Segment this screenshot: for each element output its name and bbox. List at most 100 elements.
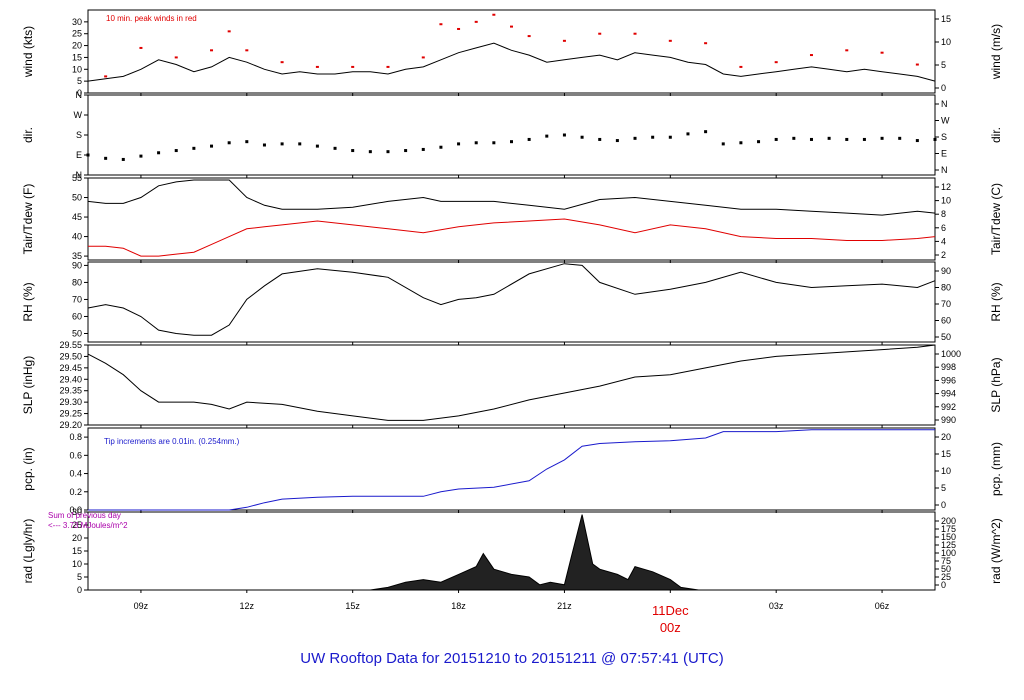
wind-peak-point: [510, 25, 513, 28]
rh-ytick-right-label: 50: [941, 332, 951, 342]
dir-point: [368, 150, 372, 154]
dir-point: [439, 145, 443, 149]
wind-peak-point: [527, 35, 531, 38]
wind-ytick-left-label: 0: [77, 88, 82, 98]
dir-point: [598, 137, 602, 141]
dir-point: [862, 137, 866, 141]
dir-point: [668, 135, 672, 139]
temp-ytick-right-label: 4: [941, 236, 946, 246]
rad-ytick-left-label: 0: [77, 585, 82, 595]
date-tick-label: 00z: [660, 620, 681, 635]
rad-ytick-right-label: 200: [941, 516, 956, 526]
wind-ytick-right-label: 15: [941, 14, 951, 24]
dir-ytick-left-label: W: [74, 110, 83, 120]
wind-peak-point: [474, 20, 478, 23]
wind-peak-point: [104, 75, 108, 78]
dir-point: [633, 136, 637, 140]
pcp-annotation: Tip increments are 0.01in. (0.254mm.): [104, 437, 240, 446]
temp-ytick-left-label: 50: [72, 193, 82, 203]
dir-point: [580, 135, 584, 139]
dir-point: [86, 153, 90, 157]
dir-ytick-right-label: N: [941, 165, 948, 175]
dir-point: [139, 154, 143, 158]
rad-ytick-right-label: 125: [941, 540, 956, 550]
pcp-ytick-left-label: 0.0: [69, 505, 82, 515]
wind-annotation: 10 min. peak winds in red: [106, 14, 197, 23]
xtick-label: 09z: [134, 601, 149, 611]
dir-point: [898, 136, 902, 140]
wind-ytick-right-label: 5: [941, 60, 946, 70]
temp-ytick-right-label: 2: [941, 250, 946, 260]
dir-point: [192, 146, 196, 150]
dir-point: [880, 136, 884, 140]
dir-point: [262, 143, 266, 147]
temp-ytick-left-label: 55: [72, 173, 82, 183]
dir-point: [386, 150, 390, 154]
rad-ytick-left-label: 25: [72, 520, 82, 530]
dir-point: [510, 140, 513, 144]
dir-point: [809, 137, 813, 141]
pcp-ytick-right-label: 0: [941, 500, 946, 510]
wind-line: [87, 42, 936, 82]
temp-ytick-left-label: 40: [72, 232, 82, 242]
dir-ytick-left-label: S: [76, 130, 82, 140]
wind-ytick-left-label: 15: [72, 52, 82, 62]
rh-line: [87, 263, 936, 336]
dir-point: [721, 142, 725, 146]
date-label: 11Dec: [652, 603, 689, 618]
dir-point: [545, 134, 549, 138]
wind-ylabel-right: wind (m/s): [989, 24, 1003, 80]
dir-point: [915, 139, 919, 143]
pcp-ytick-left-label: 0.4: [69, 469, 82, 479]
slp-ytick-right-label: 996: [941, 375, 956, 385]
slp-frame: [87, 344, 936, 426]
dir-point: [174, 149, 178, 153]
rad-annotation-line: Sum of previous day: [48, 511, 121, 520]
dir-point: [774, 137, 778, 141]
temp-ytick-left-label: 45: [72, 212, 82, 222]
rh-ylabel-right: RH (%): [989, 282, 1003, 321]
wind-frame: [87, 9, 936, 94]
slp-ytick-left-label: 29.55: [59, 340, 82, 350]
slp-ylabel-right: SLP (hPa): [989, 357, 1003, 412]
dir-point: [351, 149, 355, 153]
dir-ytick-right-label: W: [941, 116, 950, 126]
pcp-frame: [87, 427, 936, 511]
rh-ytick-right-label: 70: [941, 299, 951, 309]
dir-point: [492, 141, 496, 145]
dir-point: [280, 142, 284, 146]
wind-peak-point: [351, 65, 355, 68]
wind-ytick-left-label: 5: [77, 76, 82, 86]
rad-ytick-right-label: 0: [941, 580, 946, 590]
dir-point: [615, 139, 619, 143]
dir-point: [527, 137, 531, 141]
slp-ytick-left-label: 29.45: [59, 363, 82, 373]
rad-ytick-right-label: 175: [941, 524, 956, 534]
dir-point: [104, 156, 108, 160]
slp-ytick-right-label: 998: [941, 362, 956, 372]
rad-ytick-right-label: 50: [941, 564, 951, 574]
rad-ytick-right-label: 100: [941, 548, 956, 558]
pcp-ytick-left-label: 0.6: [69, 450, 82, 460]
temp-ytick-left-label: 35: [72, 251, 82, 261]
dir-point: [421, 147, 425, 151]
dir-ytick-right-label: S: [941, 132, 947, 142]
xtick-label: 15z: [345, 601, 360, 611]
temp-frame: [87, 177, 936, 261]
dir-point: [245, 140, 249, 144]
dir-ylabel-right: dir.: [989, 127, 1003, 143]
slp-ytick-left-label: 29.40: [59, 374, 82, 384]
dir-point: [333, 146, 337, 150]
wind-peak-point: [439, 23, 443, 26]
rh-ytick-left-label: 80: [72, 277, 82, 287]
wind-peak-point: [915, 63, 919, 66]
dir-point: [562, 133, 566, 137]
temp-ylabel-right: Tair/Tdew (C): [989, 183, 1003, 255]
slp-ytick-right-label: 1000: [941, 349, 961, 359]
wind-peak-point: [386, 65, 390, 68]
wind-peak-point: [210, 49, 214, 52]
wind-ytick-right-label: 10: [941, 37, 951, 47]
rad-ytick-right-label: 25: [941, 572, 951, 582]
wind-peak-point: [245, 49, 249, 52]
wind-peak-point: [880, 51, 884, 54]
